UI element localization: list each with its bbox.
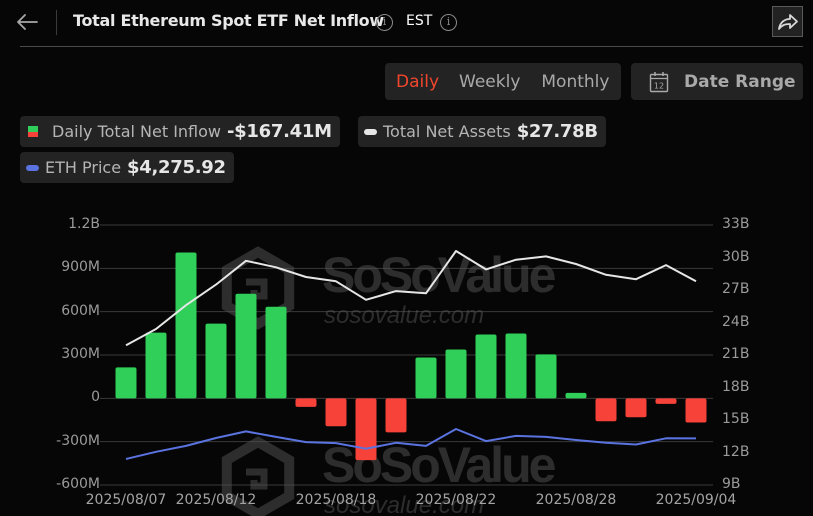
legend-daily-inflow[interactable]: Daily Total Net Inflow -$167.41M	[20, 116, 340, 147]
inflow-bar	[685, 398, 707, 423]
info-icon[interactable]: i	[376, 14, 393, 31]
eth-price-line	[125, 428, 697, 460]
x-tick-label: 2025/08/07	[85, 492, 167, 508]
tab-daily[interactable]: Daily	[396, 71, 440, 92]
y-left-tick: -600M	[56, 476, 100, 492]
price-swatch-icon	[26, 164, 39, 171]
inflow-bar	[445, 349, 467, 399]
header-divider-line	[20, 46, 803, 47]
share-button[interactable]	[772, 6, 803, 37]
inflow-bar	[475, 334, 497, 399]
legend-eth-price[interactable]: ETH Price $4,275.92	[20, 152, 234, 183]
inflow-bar	[595, 398, 617, 422]
y-left-tick: 600M	[61, 302, 100, 319]
y-right-tick: 24B	[722, 313, 750, 330]
calendar-icon: 12	[649, 71, 669, 92]
y-right-tick: 15B	[722, 411, 750, 427]
inflow-bar	[535, 354, 557, 399]
x-tick-label: 2025/09/04	[655, 492, 737, 508]
svg-text:sosovalue.com: sosovalue.com	[324, 492, 484, 516]
inflow-bar	[415, 357, 437, 399]
arrow-left-icon	[17, 14, 38, 30]
inflow-bar	[655, 398, 677, 404]
tab-monthly[interactable]: Monthly	[541, 71, 610, 92]
y-right-tick: 21B	[722, 346, 750, 362]
y-left-tick: -300M	[56, 432, 100, 449]
share-icon	[777, 13, 798, 30]
inflow-bar	[295, 398, 317, 407]
period-tabs: Daily Weekly Monthly	[385, 63, 621, 100]
legend-inflow-label: Daily Total Net Inflow	[52, 122, 222, 141]
tab-weekly[interactable]: Weekly	[459, 71, 521, 92]
date-range-button[interactable]: 12 Date Range	[631, 63, 803, 100]
y-right-tick: 9B	[722, 476, 741, 492]
y-right-tick: 12B	[722, 443, 750, 460]
assets-swatch-icon	[364, 128, 377, 135]
timezone-info-icon[interactable]: i	[440, 14, 457, 31]
y-right-tick: 27B	[722, 281, 750, 297]
y-left-tick: 300M	[61, 346, 100, 362]
y-right-tick: 30B	[722, 248, 750, 265]
legend-assets-label: Total Net Assets	[383, 122, 511, 141]
legend-assets-value: $27.78B	[516, 121, 598, 142]
legend-price-value: $4,275.92	[127, 157, 226, 178]
y-left-tick: 0	[91, 389, 100, 406]
inflow-bar	[175, 252, 197, 399]
inflow-bar	[565, 392, 587, 399]
legend-price-label: ETH Price	[45, 158, 122, 177]
svg-text:SoSoValue: SoSoValue	[322, 247, 556, 303]
net-assets-line	[125, 250, 697, 347]
inflow-bar	[355, 398, 377, 461]
watermark-logo-icon: SoSoValueSoSoValuesosovalue.comsosovalue…	[221, 246, 559, 516]
chart-area[interactable]: SoSoValue SoSoValue sosovalue.com sosovalue…	[0, 200, 813, 516]
header-divider	[56, 10, 57, 35]
x-tick-label: 2025/08/18	[295, 492, 377, 508]
page-title: Total Ethereum Spot ETF Net Inflow	[73, 11, 384, 30]
inflow-bar	[385, 398, 407, 433]
y-right-tick: 33B	[722, 216, 750, 232]
inflow-bar	[205, 323, 227, 399]
header: Total Ethereum Spot ETF Net Inflow i EST…	[0, 0, 813, 46]
legend-inflow-value: -$167.41M	[227, 121, 332, 142]
y-left-tick: 900M	[61, 259, 100, 276]
date-range-label: Date Range	[684, 71, 796, 92]
y-right-tick: 18B	[722, 378, 750, 395]
inflow-swatch-icon	[28, 126, 38, 137]
inflow-bar	[265, 306, 287, 399]
x-tick-label: 2025/08/12	[175, 492, 257, 508]
inflow-bar	[235, 293, 257, 399]
inflow-bar	[505, 333, 527, 399]
svg-text:sosovalue.com: sosovalue.com	[324, 302, 484, 329]
inflow-bar	[325, 398, 347, 427]
svg-text:12: 12	[654, 81, 664, 90]
timezone-label: EST	[406, 13, 433, 29]
y-left-tick: 1.2B	[68, 216, 100, 232]
x-tick-label: 2025/08/22	[415, 492, 497, 508]
inflow-bar	[115, 367, 137, 399]
back-button[interactable]	[14, 9, 40, 35]
inflow-bar	[625, 398, 647, 418]
chart-canvas: SoSoValueSoSoValuesosovalue.comsosovalue…	[100, 224, 713, 516]
legend-net-assets[interactable]: Total Net Assets $27.78B	[358, 116, 606, 147]
x-tick-label: 2025/08/28	[535, 492, 617, 508]
inflow-bar	[145, 332, 167, 399]
